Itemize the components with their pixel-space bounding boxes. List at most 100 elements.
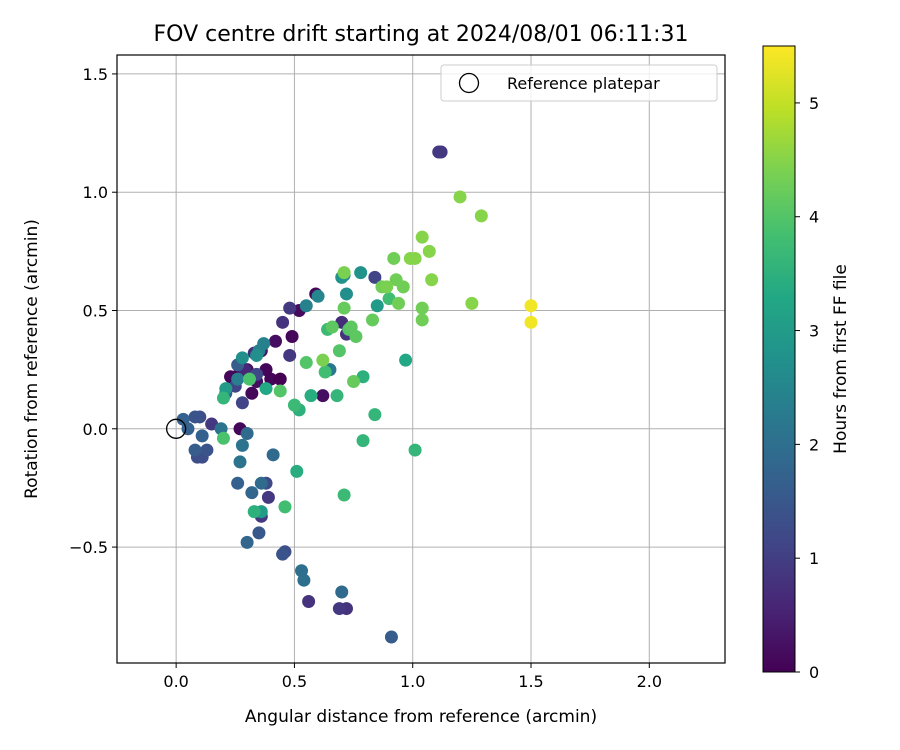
data-point: [299, 299, 313, 313]
data-point: [453, 190, 467, 204]
data-point: [276, 547, 290, 561]
colorbar-gradient: [762, 45, 796, 673]
data-point: [524, 315, 538, 329]
data-point: [302, 594, 316, 608]
data-point: [425, 273, 439, 287]
data-point: [266, 448, 280, 462]
data-point: [181, 422, 195, 436]
data-point: [337, 301, 351, 315]
x-tick-label: 1.5: [518, 672, 543, 691]
data-point: [216, 431, 230, 445]
chart-title: FOV centre drift starting at 2024/08/01 …: [154, 22, 689, 47]
data-point: [524, 299, 538, 313]
data-point: [231, 476, 245, 490]
data-point: [339, 287, 353, 301]
data-point: [200, 443, 214, 457]
data-point: [415, 313, 429, 327]
colorbar-tick-label: 2: [809, 435, 819, 454]
data-point: [408, 443, 422, 457]
y-axis-label: Rotation from reference (arcmin): [22, 219, 42, 499]
data-point: [387, 251, 401, 265]
plot-frame: [116, 54, 726, 664]
data-point: [392, 296, 406, 310]
colorbar-label: Hours from first FF file: [831, 264, 851, 454]
reference-platepar-marker: [165, 418, 187, 439]
data-point: [325, 320, 339, 334]
data-point: [434, 145, 448, 159]
data-point: [408, 251, 422, 265]
data-point: [297, 573, 311, 587]
data-point: [287, 398, 301, 412]
x-axis-ticks: 0.0 0.5 1.0 1.5 2.0: [163, 663, 662, 691]
data-point: [356, 434, 370, 448]
data-point: [316, 353, 330, 367]
data-point: [311, 289, 325, 303]
x-tick-label: 0.0: [163, 672, 188, 691]
data-point: [337, 488, 351, 502]
data-point: [233, 455, 247, 469]
data-point: [240, 427, 254, 441]
y-axis-ticks: −0.5 0.0 0.5 1.0 1.5: [69, 65, 117, 557]
data-point: [337, 266, 351, 280]
data-point: [259, 382, 273, 396]
colorbar-tick-label: 3: [809, 322, 819, 341]
data-point: [247, 505, 261, 519]
data-point: [283, 348, 297, 362]
data-point: [235, 396, 249, 410]
data-point: [399, 353, 413, 367]
data-point: [245, 486, 259, 500]
data-point: [380, 280, 394, 294]
data-point: [347, 374, 361, 388]
data-point: [349, 330, 363, 344]
data-point: [422, 244, 436, 258]
data-point: [273, 372, 287, 386]
data-point: [474, 209, 488, 223]
data-point: [261, 490, 275, 504]
data-point: [283, 301, 297, 315]
data-point: [240, 535, 254, 549]
data-point: [231, 372, 245, 386]
data-point: [415, 230, 429, 244]
legend-marker: [458, 72, 480, 94]
x-tick-label: 0.5: [282, 672, 307, 691]
data-point: [318, 365, 332, 379]
data-point: [384, 630, 398, 644]
colorbar-ticks: 0 1 2 3 4 5: [795, 94, 819, 682]
data-point: [354, 266, 368, 280]
data-point: [235, 351, 249, 365]
data-point: [254, 476, 268, 490]
data-point: [278, 500, 292, 514]
data-point: [330, 389, 344, 403]
grid-lines: [117, 55, 725, 663]
data-point: [332, 602, 346, 616]
data-point: [335, 585, 349, 599]
data-point: [290, 464, 304, 478]
data-point: [242, 372, 256, 386]
x-tick-label: 1.0: [400, 672, 425, 691]
colorbar-tick-label: 4: [809, 208, 819, 227]
data-point: [465, 296, 479, 310]
data-point: [245, 386, 259, 400]
y-tick-label: −0.5: [69, 538, 108, 557]
reference-point: [165, 418, 187, 439]
data-point: [332, 344, 346, 358]
data-point: [368, 408, 382, 422]
data-point: [252, 526, 266, 540]
data-point: [273, 384, 287, 398]
data-points: [176, 145, 538, 644]
data-point: [304, 389, 318, 403]
data-point: [250, 348, 264, 362]
legend-label: Reference platepar: [507, 74, 660, 93]
data-point: [316, 389, 330, 403]
colorbar-tick-label: 0: [809, 663, 819, 682]
data-point: [366, 313, 380, 327]
data-point: [235, 438, 249, 452]
colorbar-tick-label: 1: [809, 549, 819, 568]
data-point: [188, 443, 202, 457]
data-point: [269, 334, 283, 348]
y-tick-label: 0.5: [83, 302, 108, 321]
y-tick-label: 1.0: [83, 183, 108, 202]
colorbar: 0 1 2 3 4 5 Hours from first FF file: [762, 45, 851, 682]
x-tick-label: 2.0: [637, 672, 662, 691]
